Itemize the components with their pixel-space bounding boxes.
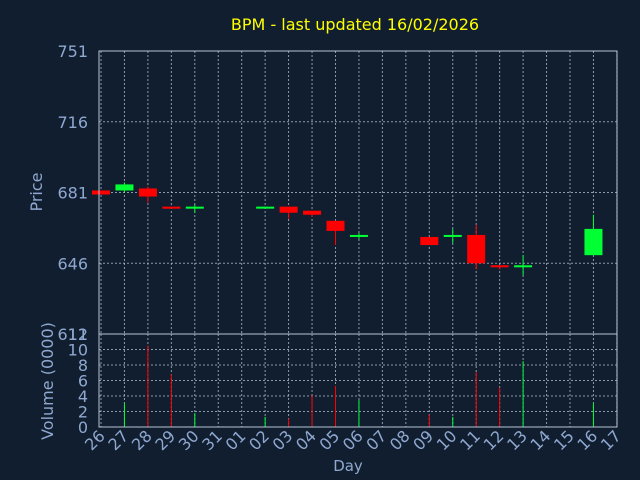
volume-y-tick-label: 12 bbox=[68, 325, 88, 344]
candle-body bbox=[584, 228, 603, 256]
candle bbox=[115, 182, 134, 193]
volume-bars bbox=[123, 345, 594, 427]
price-y-ticks: 611 646 681 716 751 bbox=[57, 42, 88, 344]
price-y-tick-label: 716 bbox=[57, 113, 88, 132]
price-y-tick-label: 681 bbox=[57, 184, 88, 203]
volume-y-tick-label: 4 bbox=[78, 387, 88, 406]
x-axis-ticks: 2627282930310102030405060708091011121314… bbox=[81, 426, 625, 454]
price-y-tick-label: 646 bbox=[57, 254, 88, 273]
candle-body bbox=[490, 265, 509, 268]
candle-body bbox=[185, 206, 204, 209]
candle-body bbox=[256, 206, 275, 209]
price-candles bbox=[92, 182, 603, 276]
candle-body bbox=[92, 190, 110, 195]
x-axis-label: Day bbox=[333, 457, 363, 475]
price-panel: 611 646 681 716 751 Price bbox=[27, 42, 618, 344]
candle-body bbox=[162, 206, 181, 209]
candle bbox=[138, 186, 157, 203]
candle-body bbox=[420, 236, 439, 246]
volume-y-tick-label: 8 bbox=[78, 356, 88, 375]
candle bbox=[514, 255, 533, 276]
volume-grid bbox=[99, 334, 618, 427]
volume-y-tick-label: 10 bbox=[68, 341, 88, 360]
volume-axis-label: Volume (0000) bbox=[38, 322, 57, 440]
candle-body bbox=[467, 234, 486, 264]
candle bbox=[490, 265, 509, 270]
candle bbox=[467, 224, 486, 270]
candle-body bbox=[279, 206, 298, 213]
candle bbox=[185, 204, 204, 213]
price-y-tick-label: 751 bbox=[57, 42, 88, 61]
candle-body bbox=[443, 234, 462, 237]
volume-frame bbox=[98, 333, 618, 428]
x-tick-label: 17 bbox=[597, 426, 625, 454]
candle-body bbox=[303, 210, 322, 215]
candle-body bbox=[514, 265, 533, 268]
candle bbox=[584, 214, 603, 256]
volume-y-tick-label: 0 bbox=[78, 418, 88, 437]
candle bbox=[92, 190, 110, 195]
candle-body bbox=[115, 184, 134, 191]
volume-y-tick-label: 2 bbox=[78, 403, 88, 422]
candle bbox=[349, 232, 368, 239]
candle bbox=[256, 206, 275, 209]
chart-title: BPM - last updated 16/02/2026 bbox=[231, 15, 479, 34]
candle bbox=[443, 228, 462, 244]
price-axis-label: Price bbox=[27, 172, 46, 211]
candle bbox=[162, 206, 181, 209]
candle bbox=[303, 210, 322, 217]
volume-y-tick-label: 6 bbox=[78, 372, 88, 391]
candle bbox=[326, 220, 345, 246]
candle-body bbox=[138, 188, 157, 197]
candle-body bbox=[349, 234, 368, 237]
candle bbox=[279, 206, 298, 219]
candle bbox=[420, 236, 439, 246]
price-y-tick-label: 611 bbox=[57, 325, 88, 344]
price-grid bbox=[99, 50, 618, 335]
candle-body bbox=[326, 220, 345, 231]
